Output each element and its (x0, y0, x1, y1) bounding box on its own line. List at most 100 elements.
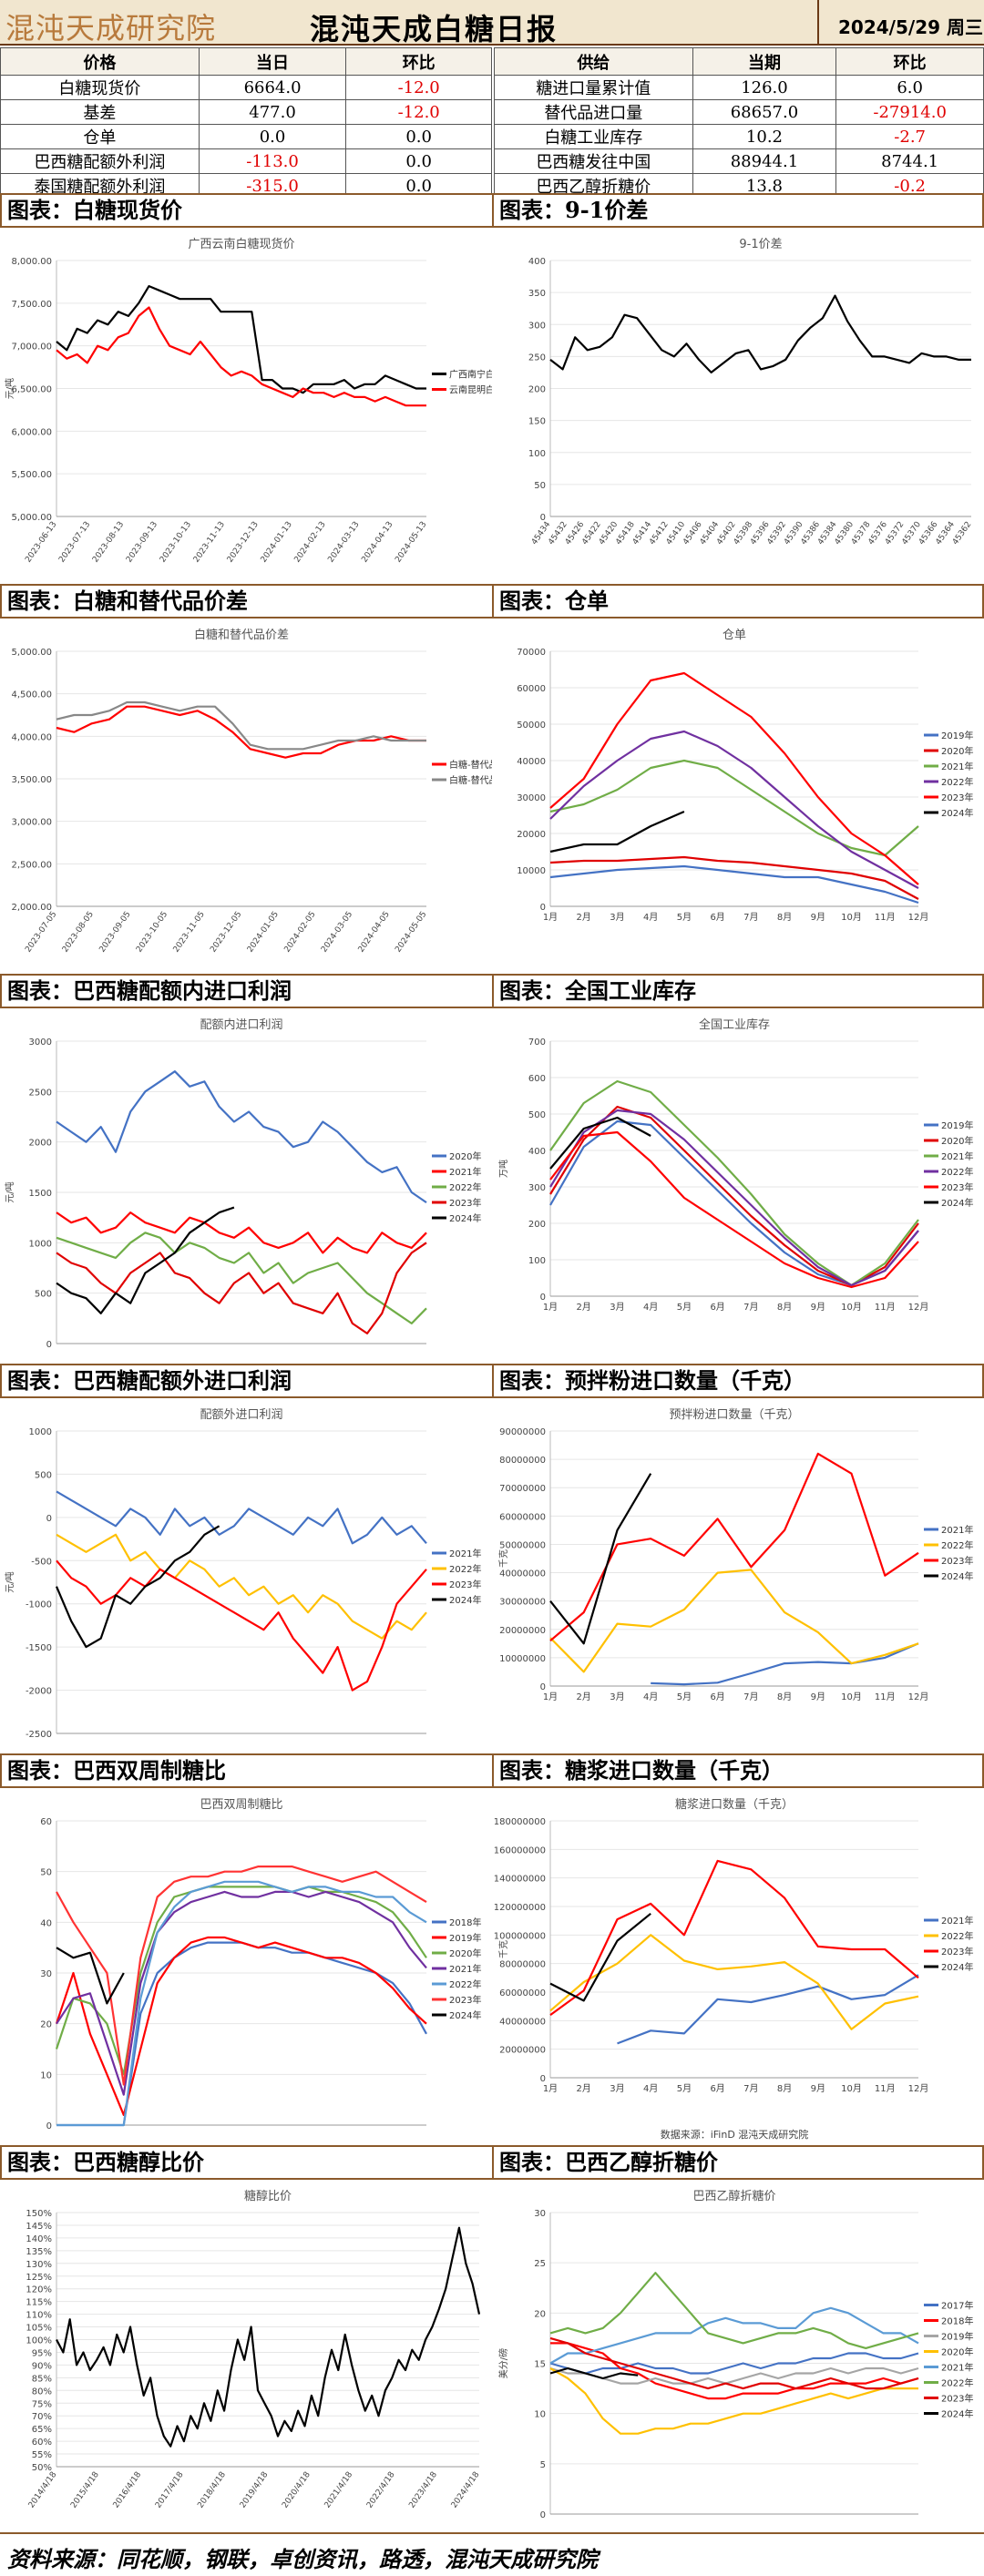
table-cell: 0.0 (345, 124, 492, 149)
y-tick-label: 250 (528, 353, 546, 363)
legend-label: 2020年 (449, 1150, 481, 1162)
y-tick-label: 120000000 (494, 1903, 546, 1913)
x-tick-label: 2024-04-13 (360, 520, 395, 565)
chart-title: 巴西乙醇折糖价 (692, 2189, 775, 2203)
chart-svg: 配额外进口利润 -2500 -2000 -1500 -1000 -500 0 500 1000 元… (4, 1408, 481, 1740)
legend-label: 2023年 (941, 1555, 973, 1567)
series-line (56, 1890, 427, 2096)
y-tick-label: 115% (26, 2298, 52, 2308)
x-tick-label: 2023-12-05 (209, 910, 243, 955)
section-title: 图表：仓单 (492, 584, 984, 618)
legend-label: 2019年 (941, 1119, 973, 1131)
y-tick-label: 350 (528, 289, 546, 299)
legend-label: 广西南宁白糖现货价 (449, 369, 492, 381)
series-line (56, 1533, 427, 1640)
x-tick-label: 11月 (875, 1302, 896, 1313)
x-tick-label: 10月 (841, 2083, 862, 2094)
x-tick-label: 2023-07-05 (24, 910, 58, 955)
y-tick-label: -1000 (26, 1600, 52, 1610)
chart-title: 配额内进口利润 (200, 1017, 282, 1032)
section-title: 图表：9-1价差 (492, 193, 984, 228)
x-tick-label: 4月 (643, 2083, 658, 2094)
series-line (549, 2366, 919, 2385)
x-tick-label: 2021/4/18 (323, 2470, 355, 2510)
section-title: 图表：全国工业库存 (492, 974, 984, 1008)
x-tick-label: 7月 (743, 2083, 758, 2094)
legend-label: 2024年 (449, 1594, 481, 1606)
y-tick-label: 140000000 (494, 1875, 546, 1885)
series-line (549, 864, 919, 905)
table-row: 仓单 0.0 0.0 (0, 124, 492, 149)
x-tick-label: 4月 (643, 1692, 658, 1702)
y-tick-label: 700 (528, 1038, 546, 1048)
legend-label: 2023年 (449, 1994, 481, 2006)
x-tick-label: 2024/4/18 (450, 2470, 482, 2510)
x-tick-label: 10月 (841, 1692, 862, 1702)
y-axis-label: 千克 (498, 1549, 509, 1568)
y-tick-label: 20 (40, 2020, 52, 2030)
report-date: 2024/5/29 周三 (838, 16, 983, 38)
y-tick-label: 0 (46, 2121, 52, 2131)
table-cell: 白糖现货价 (0, 75, 200, 100)
x-tick-label: 12月 (908, 1692, 929, 1702)
y-tick-label: 100% (26, 2336, 52, 2346)
legend-label: 2024年 (449, 1212, 481, 1224)
x-tick-label: 9月 (811, 2083, 825, 2094)
y-tick-label: 6,000.00 (11, 427, 52, 437)
legend-label: 2024年 (941, 1961, 973, 1973)
report-title: 混沌天成白糖日报 (310, 12, 559, 46)
legend-label: 2022年 (941, 1930, 973, 1942)
y-tick-label: 500 (528, 1110, 546, 1120)
table-cell: 基差 (0, 99, 200, 125)
x-tick-label: 3月 (610, 912, 624, 923)
chart-svg: 全国工业库存 0 100 200 300 400 500 600 700 万吨 1月 2月 3月 4月 5月… (497, 1017, 973, 1313)
x-tick-label: 1月 (543, 1302, 558, 1313)
series-line (56, 1070, 427, 1204)
legend-label: 2020年 (941, 745, 973, 757)
y-tick-label: 50000000 (499, 1540, 546, 1550)
legend-label: 2021年 (941, 1150, 973, 1162)
x-tick-label: 2023-11-13 (192, 520, 227, 565)
y-tick-label: 100 (528, 449, 546, 459)
legend-label: 2023年 (449, 1579, 481, 1590)
table-cell: 替代品进口量 (494, 99, 693, 125)
legend-label: 2018年 (941, 2315, 973, 2327)
series-line (651, 1642, 919, 1686)
legend-label: 2023年 (941, 2393, 973, 2405)
series-line (549, 1119, 919, 1287)
chart-out-quota-profit: 配额外进口利润 -2500 -2000 -1500 -1000 -500 0 500 1000 元… (0, 1400, 492, 1752)
y-tick-label: 1000 (29, 1427, 52, 1437)
legend-label: 2024年 (449, 2009, 481, 2021)
y-tick-label: 300 (528, 321, 546, 331)
chart-svg: 巴西乙醇折糖价 0 5 10 15 20 25 30 美分/磅 2017年 2018年 2019年 20… (497, 2189, 973, 2520)
series-line (549, 1109, 919, 1287)
x-tick-label: 6月 (710, 2083, 724, 2094)
x-tick-label: 7月 (743, 1302, 758, 1313)
y-tick-label: 30 (534, 2209, 546, 2219)
y-tick-label: 130% (26, 2260, 52, 2270)
x-tick-label: 5月 (677, 1302, 692, 1313)
series-line (56, 1211, 427, 1254)
series-line (56, 2226, 481, 2448)
table-header-row: 价格 当日 环比 (0, 47, 492, 76)
chart-title: 9-1价差 (739, 238, 782, 251)
y-tick-label: 95% (32, 2348, 52, 2358)
legend-label: 2019年 (941, 2331, 973, 2343)
legend-label: 2019年 (941, 730, 973, 741)
y-tick-label: 5 (540, 2460, 546, 2470)
series-line (549, 2306, 919, 2365)
x-tick-label: 2024-04-05 (357, 910, 392, 955)
y-tick-label: 50% (32, 2463, 52, 2473)
x-tick-label: 2022/4/18 (365, 2470, 397, 2510)
x-tick-label: 7月 (743, 1692, 758, 1702)
y-tick-label: 5,000.00 (11, 648, 52, 658)
report-header: 混沌天成研究院 混沌天成白糖日报 2024/5/29 周三 (0, 0, 984, 46)
x-tick-label: 2023-12-13 (226, 520, 261, 565)
x-tick-label: 2023-11-05 (172, 910, 207, 955)
series-line (549, 1859, 919, 2016)
x-tick-label: 3月 (610, 2083, 624, 2094)
legend-label: 2021年 (449, 1548, 481, 1559)
series-line (56, 1880, 427, 2127)
series-line (549, 2272, 919, 2349)
section-title: 图表：巴西糖配额外进口利润 (0, 1364, 494, 1398)
